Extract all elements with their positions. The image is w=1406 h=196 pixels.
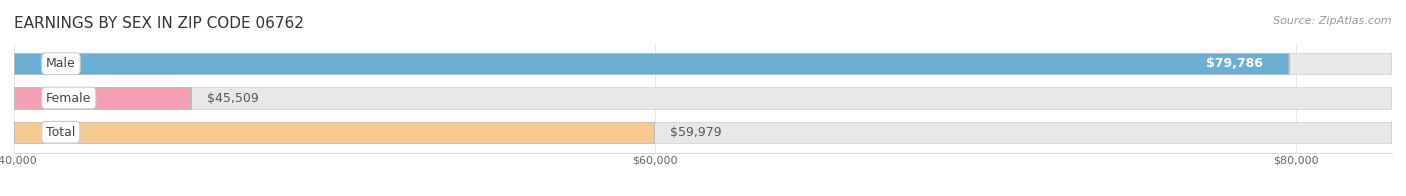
Bar <box>14 53 1392 74</box>
Bar <box>14 87 1392 109</box>
Text: EARNINGS BY SEX IN ZIP CODE 06762: EARNINGS BY SEX IN ZIP CODE 06762 <box>14 16 304 31</box>
Bar <box>14 53 1289 74</box>
Text: Source: ZipAtlas.com: Source: ZipAtlas.com <box>1274 16 1392 26</box>
Bar <box>14 122 1392 143</box>
Text: $79,786: $79,786 <box>1206 57 1264 70</box>
Text: $59,979: $59,979 <box>671 126 721 139</box>
Bar <box>14 122 654 143</box>
Text: $45,509: $45,509 <box>207 92 259 104</box>
Text: Total: Total <box>46 126 76 139</box>
Text: Male: Male <box>46 57 76 70</box>
Bar <box>14 87 191 109</box>
Text: Female: Female <box>46 92 91 104</box>
